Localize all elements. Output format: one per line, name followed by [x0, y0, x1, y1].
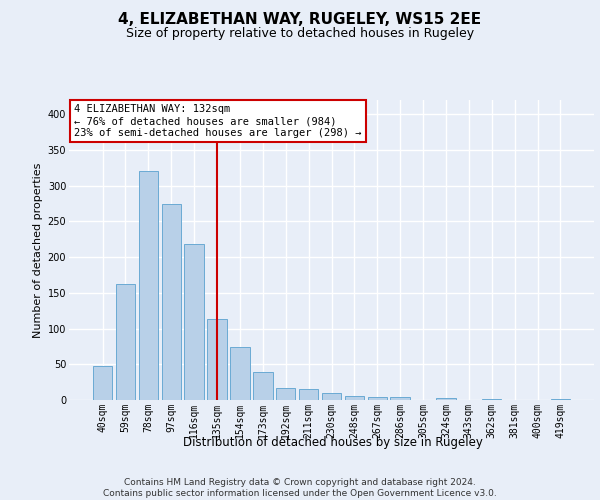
- Bar: [276, 388, 295, 400]
- Text: Size of property relative to detached houses in Rugeley: Size of property relative to detached ho…: [126, 28, 474, 40]
- Bar: [116, 284, 135, 400]
- Bar: [551, 398, 570, 400]
- Bar: [230, 347, 250, 400]
- Text: Distribution of detached houses by size in Rugeley: Distribution of detached houses by size …: [183, 436, 483, 449]
- Bar: [299, 388, 319, 400]
- Bar: [208, 320, 227, 400]
- Bar: [253, 372, 272, 400]
- Bar: [322, 393, 341, 400]
- Bar: [368, 397, 387, 400]
- Bar: [391, 397, 410, 400]
- Text: 4 ELIZABETHAN WAY: 132sqm
← 76% of detached houses are smaller (984)
23% of semi: 4 ELIZABETHAN WAY: 132sqm ← 76% of detac…: [74, 104, 362, 138]
- Bar: [482, 398, 502, 400]
- Bar: [93, 366, 112, 400]
- Y-axis label: Number of detached properties: Number of detached properties: [34, 162, 43, 338]
- Bar: [344, 396, 364, 400]
- Text: 4, ELIZABETHAN WAY, RUGELEY, WS15 2EE: 4, ELIZABETHAN WAY, RUGELEY, WS15 2EE: [118, 12, 482, 28]
- Bar: [139, 172, 158, 400]
- Bar: [184, 244, 204, 400]
- Text: Contains HM Land Registry data © Crown copyright and database right 2024.
Contai: Contains HM Land Registry data © Crown c…: [103, 478, 497, 498]
- Bar: [436, 398, 455, 400]
- Bar: [161, 204, 181, 400]
